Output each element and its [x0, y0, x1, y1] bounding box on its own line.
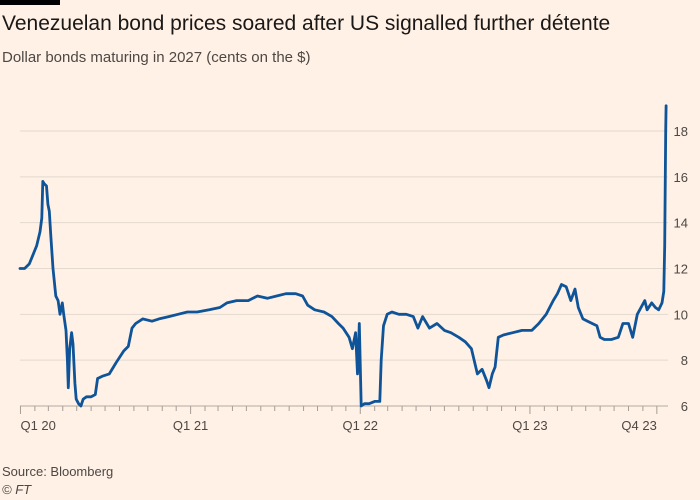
y-tick-label: 8: [681, 353, 688, 368]
series-layer: [18, 104, 668, 408]
x-tick-label: Q4 23: [621, 418, 656, 433]
y-tick-label: 10: [674, 307, 688, 322]
ft-brand-bar: [0, 0, 60, 5]
series-line-bond-price: [18, 104, 668, 408]
gridlines: [20, 130, 668, 361]
y-tick-label: 12: [674, 262, 688, 277]
x-axis: Q1 20 Q1 21 Q1 22 Q1 23 Q4 23: [19, 405, 668, 433]
source-note: Source: Bloomberg: [2, 464, 114, 479]
y-tick-label: 16: [674, 170, 688, 185]
x-tick-label: Q1 23: [512, 418, 547, 433]
x-tick-label: Q1 22: [343, 418, 378, 433]
chart-subtitle: Dollar bonds maturing in 2027 (cents on …: [2, 49, 311, 66]
y-tick-label: 18: [674, 124, 688, 139]
x-tick-label: Q1 21: [173, 418, 208, 433]
y-tick-label: 6: [681, 399, 688, 414]
chart-title: Venezuelan bond prices soared after US s…: [2, 12, 611, 35]
y-axis-ticks: 6 8 10 12 14 16 18: [674, 124, 688, 414]
ft-credit: © FT: [2, 482, 32, 497]
y-tick-label: 14: [674, 216, 688, 231]
x-tick-label: Q1 20: [20, 418, 55, 433]
line-chart: 6 8 10 12 14 16 18 Q1 20 Q1 21 Q1 22 Q1 23 Q4 23: [18, 104, 688, 433]
